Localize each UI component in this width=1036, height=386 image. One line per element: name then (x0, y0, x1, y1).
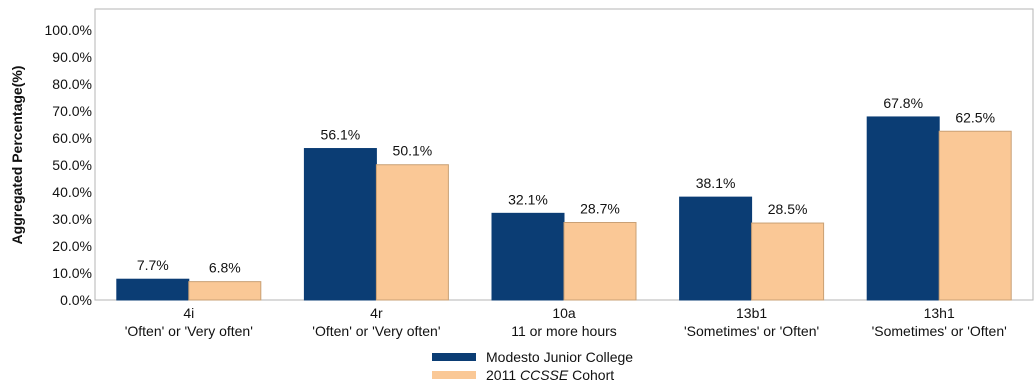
y-tick-label: 0.0% (60, 292, 92, 308)
legend-item-modesto: Modesto Junior College (432, 348, 633, 366)
legend-swatch-modesto (432, 353, 476, 361)
legend-label-cohort: 2011 CCSSE Cohort (486, 367, 614, 383)
x-tick-code: 4r (370, 305, 383, 321)
data-label: 67.8% (883, 95, 923, 111)
data-label: 6.8% (209, 260, 241, 276)
x-tick-description: 'Often' or 'Very often' (125, 323, 253, 339)
legend-label-modesto: Modesto Junior College (486, 349, 634, 365)
bar-cohort-10a (563, 222, 637, 301)
y-tick-label: 30.0% (52, 211, 92, 227)
data-label: 62.5% (955, 109, 995, 125)
y-tick-label: 60.0% (52, 130, 92, 146)
data-label: 7.7% (137, 257, 169, 273)
y-tick-label: 80.0% (52, 76, 92, 92)
y-tick-label: 50.0% (52, 157, 92, 173)
x-tick-code: 10a (552, 305, 576, 321)
data-label: 28.5% (768, 201, 808, 217)
x-tick-description: 11 or more hours (511, 323, 617, 339)
bar-cohort-13b1 (751, 222, 825, 301)
data-label: 28.7% (580, 201, 620, 217)
x-tick-code: 13h1 (924, 305, 955, 321)
data-label: 38.1% (696, 175, 736, 191)
x-tick-description: 'Often' or 'Very often' (312, 323, 440, 339)
bar-cohort-13h1 (938, 130, 1012, 301)
bar-modesto-13h1 (866, 116, 940, 301)
y-tick-label: 40.0% (52, 184, 92, 200)
bar-modesto-4r (303, 148, 377, 301)
legend-item-cohort: 2011 CCSSE Cohort (432, 366, 633, 384)
bar-cohort-4r (375, 164, 449, 301)
bar-modesto-13b1 (679, 196, 753, 301)
data-label: 32.1% (508, 191, 548, 207)
y-tick-label: 90.0% (52, 49, 92, 65)
y-tick-label: 10.0% (52, 265, 92, 281)
legend-label-cohort-prefix: 2011 (486, 367, 520, 383)
x-tick-code: 13b1 (736, 305, 767, 321)
x-tick-description: 'Sometimes' or 'Often' (872, 323, 1007, 339)
legend-label-cohort-italic: CCSSE (520, 367, 569, 383)
y-tick-label: 100.0% (45, 22, 92, 38)
bar-modesto-10a (491, 212, 565, 301)
legend: Modesto Junior College 2011 CCSSE Cohort (432, 348, 633, 384)
y-axis-title: Aggregated Percentage(%) (9, 66, 25, 245)
bar-modesto-4i (116, 278, 190, 301)
data-label: 56.1% (321, 127, 361, 143)
legend-swatch-cohort (432, 371, 476, 379)
y-tick-label: 20.0% (52, 238, 92, 254)
legend-label-cohort-suffix: Cohort (568, 367, 615, 383)
x-tick-description: 'Sometimes' or 'Often' (684, 323, 819, 339)
bar-cohort-4i (188, 281, 262, 301)
x-tick-code: 4i (183, 305, 194, 321)
y-tick-label: 70.0% (52, 103, 92, 119)
data-label: 50.1% (393, 143, 433, 159)
